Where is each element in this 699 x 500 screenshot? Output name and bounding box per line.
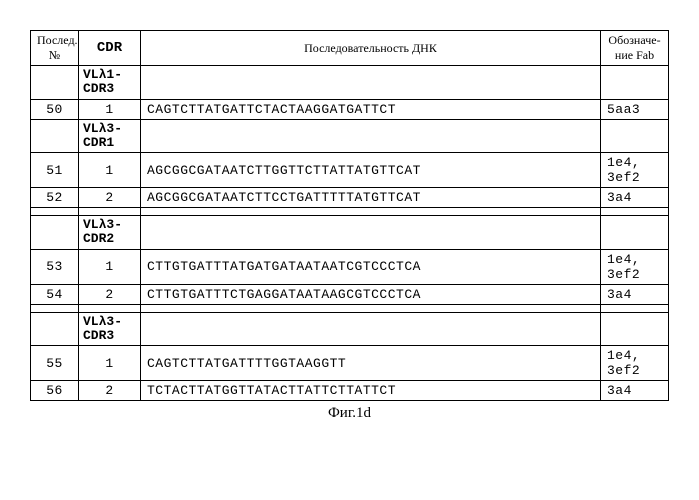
cell-fab: 5aa3 <box>601 99 669 119</box>
table-row: 531CTTGTGATTTATGATGATAATAATCGTCCCTCA1e4,… <box>31 249 669 284</box>
figure-caption: Фиг.1d <box>30 405 669 422</box>
cell-seq: CTTGTGATTTCTGAGGATAATAAGCGTCCCTCA <box>141 284 601 304</box>
table-header-row: Послед. № CDR Последовательность ДНК Обо… <box>31 31 669 66</box>
spacer-row <box>31 208 669 216</box>
header-cdr: CDR <box>79 31 141 66</box>
cell-num: 52 <box>31 188 79 208</box>
cell-fab: 3a4 <box>601 188 669 208</box>
table-row: 511AGCGGCGATAATCTTGGTTCTTATTATGTTCAT1e4,… <box>31 153 669 188</box>
group-label: VLλ3- CDR3 <box>79 312 141 346</box>
cell-fab: 3a4 <box>601 284 669 304</box>
cell-seq: CAGTCTTATGATTCTACTAAGGATGATTCT <box>141 99 601 119</box>
cell-num-empty <box>31 66 79 100</box>
cell-seq-empty <box>141 119 601 153</box>
cell-fab: 1e4, 3ef2 <box>601 153 669 188</box>
cell-seq: AGCGGCGATAATCTTGGTTCTTATTATGTTCAT <box>141 153 601 188</box>
header-num: Послед. № <box>31 31 79 66</box>
group-label: VLλ3- CDR1 <box>79 119 141 153</box>
cell-seq-empty <box>141 66 601 100</box>
cell-fab-empty <box>601 312 669 346</box>
cell-seq-empty <box>141 216 601 250</box>
cell-seq: CAGTCTTATGATTTTGGTAAGGTT <box>141 346 601 381</box>
table-row: 562TCTACTTATGGTTATACTTATTCTTATTCT3a4 <box>31 381 669 401</box>
group-label: VLλ3- CDR2 <box>79 216 141 250</box>
cell-fab-empty <box>601 119 669 153</box>
dna-sequence-table: Послед. № CDR Последовательность ДНК Обо… <box>30 30 669 401</box>
cell-cdr: 2 <box>79 284 141 304</box>
cell-cdr: 1 <box>79 346 141 381</box>
group-label-row: VLλ3- CDR2 <box>31 216 669 250</box>
cell-seq: CTTGTGATTTATGATGATAATAATCGTCCCTCA <box>141 249 601 284</box>
cell-cdr: 1 <box>79 249 141 284</box>
cell-cdr: 1 <box>79 99 141 119</box>
group-label: VLλ1- CDR3 <box>79 66 141 100</box>
table-row: 522AGCGGCGATAATCTTCCTGATTTTTATGTTCAT3a4 <box>31 188 669 208</box>
cell-num: 50 <box>31 99 79 119</box>
cell-fab-empty <box>601 216 669 250</box>
cell-num-empty <box>31 216 79 250</box>
cell-cdr: 2 <box>79 188 141 208</box>
cell-seq: AGCGGCGATAATCTTCCTGATTTTTATGTTCAT <box>141 188 601 208</box>
cell-num-empty <box>31 312 79 346</box>
spacer-row <box>31 304 669 312</box>
cell-fab: 1e4, 3ef2 <box>601 346 669 381</box>
cell-num: 55 <box>31 346 79 381</box>
cell-fab: 3a4 <box>601 381 669 401</box>
cell-cdr: 1 <box>79 153 141 188</box>
cell-cdr: 2 <box>79 381 141 401</box>
cell-fab-empty <box>601 66 669 100</box>
header-fab: Обозначе- ние Fab <box>601 31 669 66</box>
table-row: 501CAGTCTTATGATTCTACTAAGGATGATTCT5aa3 <box>31 99 669 119</box>
cell-seq: TCTACTTATGGTTATACTTATTCTTATTCT <box>141 381 601 401</box>
cell-fab: 1e4, 3ef2 <box>601 249 669 284</box>
cell-num: 56 <box>31 381 79 401</box>
table-row: 551CAGTCTTATGATTTTGGTAAGGTT1e4, 3ef2 <box>31 346 669 381</box>
group-label-row: VLλ1- CDR3 <box>31 66 669 100</box>
cell-num: 51 <box>31 153 79 188</box>
cell-num-empty <box>31 119 79 153</box>
group-label-row: VLλ3- CDR3 <box>31 312 669 346</box>
cell-seq-empty <box>141 312 601 346</box>
cell-num: 53 <box>31 249 79 284</box>
table-row: 542CTTGTGATTTCTGAGGATAATAAGCGTCCCTCA3a4 <box>31 284 669 304</box>
group-label-row: VLλ3- CDR1 <box>31 119 669 153</box>
cell-num: 54 <box>31 284 79 304</box>
header-seq: Последовательность ДНК <box>141 31 601 66</box>
